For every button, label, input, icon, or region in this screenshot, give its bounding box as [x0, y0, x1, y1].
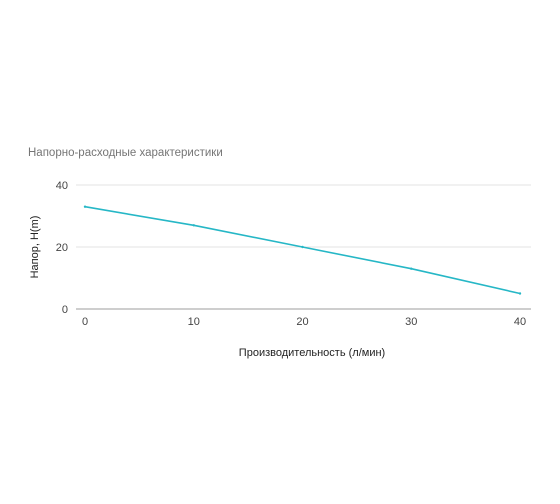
x-axis-title: Производительность (л/мин): [239, 347, 385, 359]
y-axis-title: Напор, H(m): [29, 216, 41, 279]
data-point-0-1: [192, 224, 195, 227]
y-tick-label-20: 20: [56, 242, 68, 254]
data-point-0-3: [410, 267, 413, 270]
data-point-0-4: [518, 292, 522, 295]
x-tick-label-0: 0: [82, 316, 88, 328]
series-line-0: [84, 205, 521, 295]
data-point-0-0: [83, 205, 87, 208]
series-layer: [83, 205, 522, 295]
y-tick-labels: 0 20 40: [56, 180, 68, 316]
x-tick-label-10: 10: [188, 316, 200, 328]
x-tick-labels: 0 10 20 30 40: [82, 316, 526, 328]
y-tick-label-0: 0: [62, 304, 68, 316]
y-tick-label-40: 40: [56, 180, 68, 192]
x-tick-label-40: 40: [514, 316, 526, 328]
data-point-0-2: [301, 245, 304, 249]
x-tick-label-30: 30: [405, 316, 417, 328]
x-tick-label-20: 20: [296, 316, 308, 328]
chart-title: Напорно-расходные характеристики: [28, 147, 223, 159]
